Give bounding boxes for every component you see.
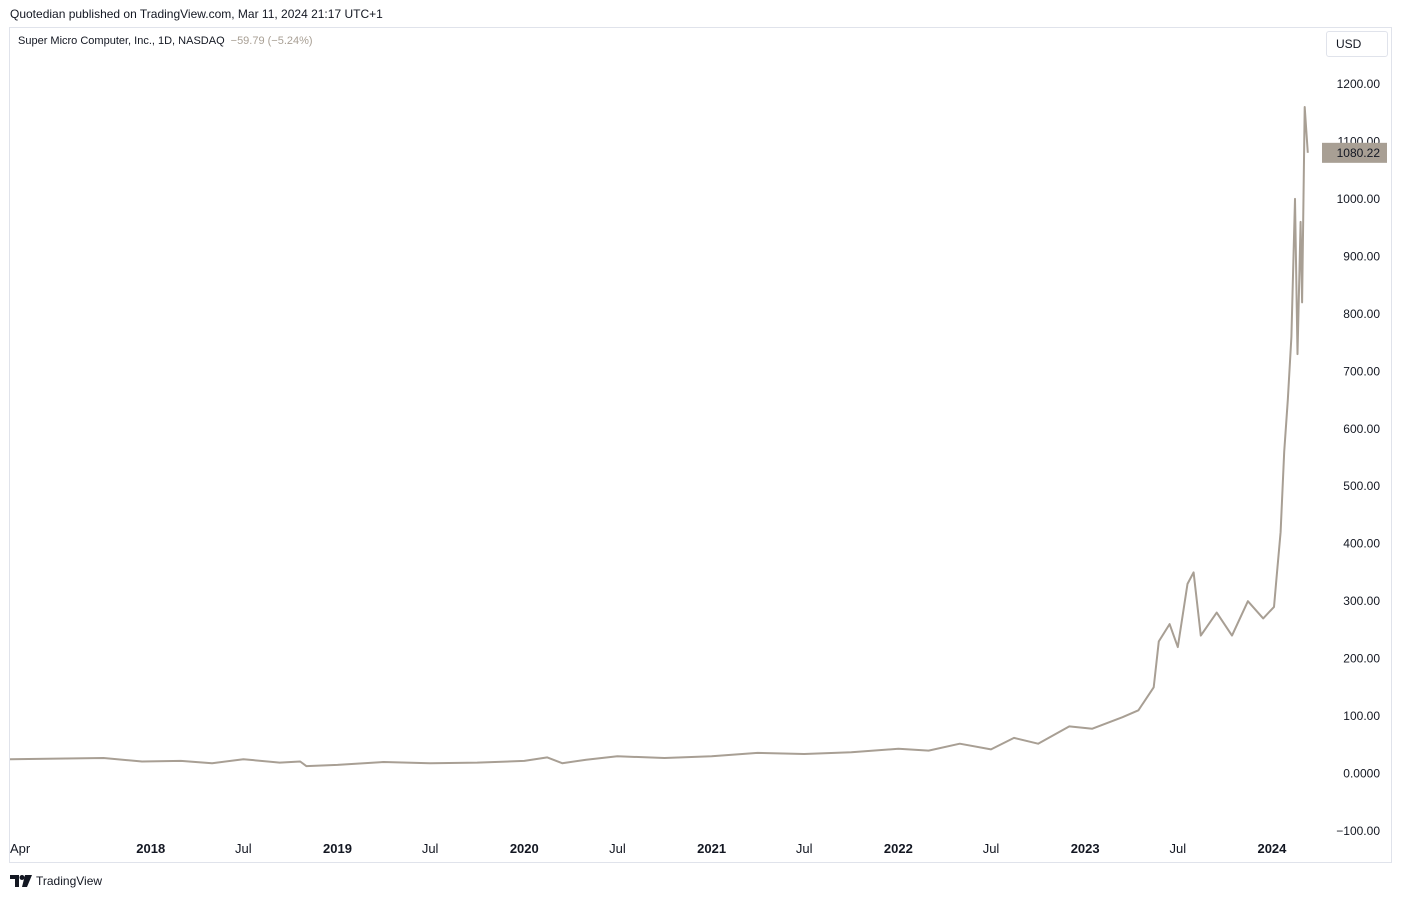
x-tick-year-label: 2020 bbox=[510, 841, 539, 856]
x-tick-month-label: Apr bbox=[10, 841, 31, 856]
last-price-label: 1080.22 bbox=[1322, 142, 1387, 163]
x-tick-month-label: Jul bbox=[609, 841, 626, 856]
x-tick-year-label: 2022 bbox=[884, 841, 913, 856]
last-price-text: 1080.22 bbox=[1337, 146, 1381, 160]
x-tick-month-label: Jul bbox=[422, 841, 439, 856]
symbol-line[interactable]: Super Micro Computer, Inc., 1D, NASDAQ bbox=[18, 35, 225, 47]
chart-legend: Super Micro Computer, Inc., 1D, NASDAQ −5… bbox=[18, 35, 313, 47]
x-tick-year-label: 2018 bbox=[136, 841, 165, 856]
y-tick-label: 700.00 bbox=[1343, 364, 1380, 378]
tradingview-brand: TradingView bbox=[36, 874, 103, 888]
x-tick-year-label: 2019 bbox=[323, 841, 352, 856]
tradingview-logo[interactable]: TradingView bbox=[10, 874, 102, 888]
x-tick-month-label: Jul bbox=[983, 841, 1000, 856]
y-tick-label: 200.00 bbox=[1343, 652, 1380, 666]
x-tick-month-label: Jul bbox=[796, 841, 813, 856]
y-tick-label: 0.0000 bbox=[1343, 767, 1380, 781]
x-tick-month-label: Jul bbox=[1169, 841, 1186, 856]
y-tick-label: 1000.00 bbox=[1337, 192, 1381, 206]
y-tick-label: −100.00 bbox=[1336, 824, 1380, 838]
y-tick-label: 1200.00 bbox=[1337, 77, 1381, 91]
last-price-background bbox=[1322, 142, 1387, 163]
x-tick-year-label: 2023 bbox=[1071, 841, 1100, 856]
y-axis: 1200.001100.001000.00900.00800.00700.006… bbox=[1336, 77, 1380, 838]
tradingview-logo-icon bbox=[10, 875, 32, 887]
y-tick-label: 100.00 bbox=[1343, 709, 1380, 723]
x-tick-month-label: Jul bbox=[235, 841, 252, 856]
publisher-line: Quotedian published on TradingView.com, … bbox=[10, 7, 383, 21]
y-tick-label: 900.00 bbox=[1343, 249, 1380, 263]
currency-button[interactable]: USD bbox=[1326, 31, 1388, 57]
y-tick-label: 800.00 bbox=[1343, 307, 1380, 321]
x-tick-year-label: 2024 bbox=[1257, 841, 1287, 856]
x-tick-year-label: 2021 bbox=[697, 841, 726, 856]
chart-frame bbox=[9, 27, 1392, 863]
y-tick-label: 400.00 bbox=[1343, 537, 1380, 551]
y-tick-label: 300.00 bbox=[1343, 594, 1380, 608]
y-tick-label: 600.00 bbox=[1343, 422, 1380, 436]
y-tick-label: 500.00 bbox=[1343, 479, 1380, 493]
x-axis: Apr 2018 Jul 2019 Jul 2020 Jul 2021 Jul 2022 Jul 20… bbox=[10, 841, 1287, 856]
change-value: −59.79 (−5.24%) bbox=[230, 35, 313, 47]
price-series-line bbox=[9, 106, 1309, 768]
